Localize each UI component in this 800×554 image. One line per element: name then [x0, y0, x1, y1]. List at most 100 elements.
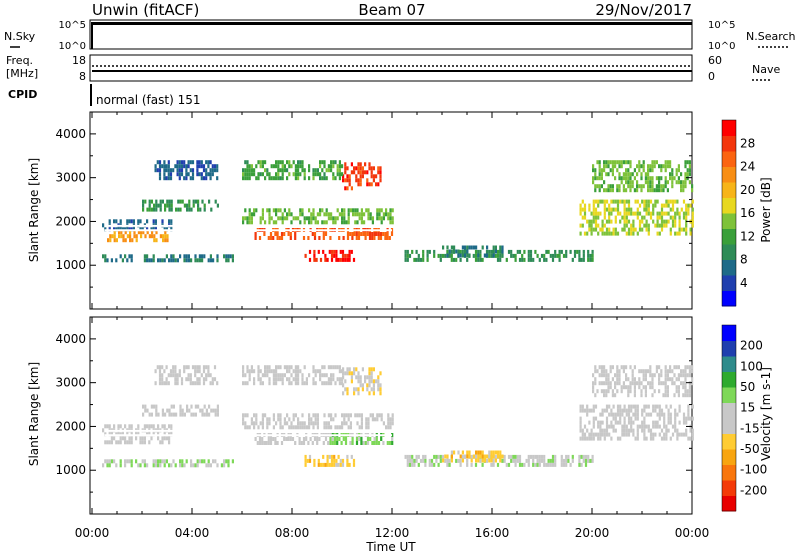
- data-cell: [592, 207, 595, 212]
- data-cell: [172, 168, 175, 173]
- data-cell: [619, 408, 622, 413]
- data-cell: [330, 216, 333, 221]
- data-cell: [663, 203, 666, 208]
- data-cell: [594, 184, 597, 189]
- data-cell: [264, 413, 267, 418]
- data-cell: [332, 216, 335, 221]
- data-cell: [588, 219, 591, 224]
- data-cell: [691, 211, 694, 216]
- data-cell: [335, 462, 338, 467]
- data-cell: [317, 462, 320, 467]
- data-cell: [264, 168, 267, 173]
- data-cell: [521, 253, 524, 258]
- data-cell: [333, 441, 337, 445]
- data-cell: [640, 381, 643, 386]
- data-cell: [375, 379, 378, 384]
- data-cell: [312, 168, 315, 173]
- data-cell: [337, 454, 340, 459]
- colorbar-segment: [722, 213, 736, 229]
- data-cell: [319, 164, 322, 169]
- data-cell: [588, 408, 591, 413]
- data-cell: [327, 441, 330, 445]
- data-cell: [342, 391, 345, 396]
- data-cell: [605, 164, 608, 169]
- data-cell: [325, 425, 328, 430]
- data-cell: [586, 436, 589, 441]
- data-cell: [677, 377, 680, 382]
- data-cell: [468, 454, 471, 459]
- data-cell: [562, 462, 566, 467]
- data-cell: [660, 428, 664, 433]
- data-cell: [629, 184, 632, 189]
- data-cell: [625, 428, 628, 433]
- data-cell: [257, 377, 260, 382]
- data-cell: [685, 207, 688, 212]
- data-cell: [201, 459, 204, 464]
- data-cell: [616, 231, 620, 236]
- data-cell: [529, 454, 533, 459]
- data-cell: [267, 437, 270, 441]
- data-cell: [338, 172, 341, 177]
- data-cell: [584, 458, 588, 463]
- data-cell: [194, 463, 197, 468]
- data-cell: [662, 393, 665, 398]
- data-cell: [202, 377, 206, 382]
- data-cell: [652, 219, 655, 224]
- data-cell: [338, 168, 341, 173]
- data-cell: [578, 253, 581, 258]
- data-cell: [304, 454, 307, 459]
- data-cell: [209, 168, 212, 173]
- data-cell: [198, 381, 201, 386]
- data-cell: [565, 253, 568, 258]
- data-cell: [164, 238, 167, 243]
- data-cell: [594, 404, 598, 409]
- data-cell: [616, 369, 619, 374]
- data-cell: [359, 383, 362, 388]
- data-cell: [623, 432, 626, 437]
- data-cell: [250, 164, 253, 169]
- data-cell: [682, 412, 686, 417]
- data-cell: [298, 437, 301, 441]
- data-cell: [627, 404, 631, 409]
- data-cell: [636, 416, 639, 421]
- data-cell: [248, 208, 251, 213]
- data-cell: [118, 230, 121, 235]
- data-cell: [669, 172, 672, 177]
- data-cell: [163, 258, 166, 263]
- data-cell: [583, 203, 587, 208]
- y-tick-label: 2000: [55, 419, 86, 433]
- data-cell: [691, 365, 694, 370]
- data-cell: [361, 383, 364, 388]
- data-cell: [189, 377, 192, 382]
- data-cell: [347, 413, 350, 418]
- data-cell: [196, 164, 199, 169]
- data-cell: [261, 164, 264, 169]
- colorbar-tick-label: 28: [740, 136, 755, 150]
- data-cell: [341, 216, 344, 221]
- data-cell: [634, 412, 637, 417]
- data-cell: [346, 174, 349, 179]
- data-cell: [338, 212, 341, 217]
- data-cell: [452, 257, 456, 262]
- data-cell: [181, 199, 184, 204]
- data-cell: [332, 220, 335, 225]
- data-cell: [331, 437, 334, 441]
- data-cell: [389, 220, 392, 225]
- data-cell: [242, 373, 245, 378]
- data-cell: [244, 160, 247, 165]
- data-cell: [614, 381, 617, 386]
- data-cell: [135, 459, 138, 464]
- data-cell: [664, 381, 667, 386]
- data-cell: [622, 184, 625, 189]
- data-cell: [371, 236, 374, 240]
- data-cell: [682, 184, 685, 189]
- data-cell: [298, 441, 301, 445]
- data-cell: [540, 253, 544, 258]
- data-region: [579, 199, 694, 236]
- data-cell: [336, 441, 339, 445]
- data-cell: [630, 404, 633, 409]
- data-cell: [242, 172, 245, 177]
- data-cell: [625, 180, 628, 185]
- data-cell: [459, 257, 462, 262]
- data-cell: [126, 258, 129, 263]
